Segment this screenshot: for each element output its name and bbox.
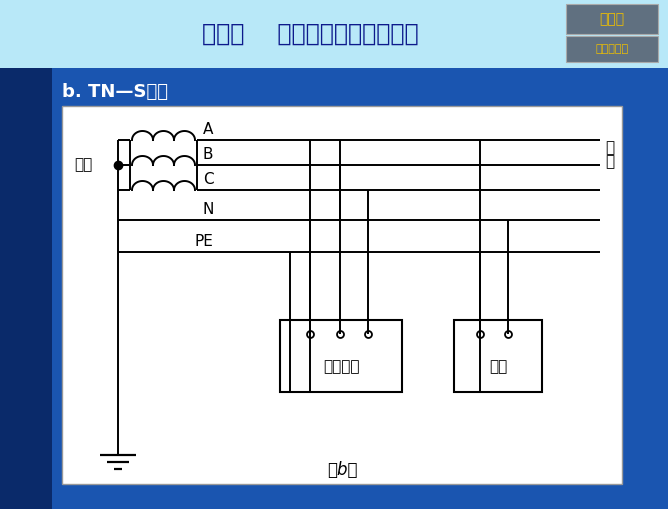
- Text: 第一节    建筑供配电系统的组成: 第一节 建筑供配电系统的组成: [202, 22, 418, 46]
- Text: C: C: [203, 172, 214, 187]
- Text: 负: 负: [605, 140, 614, 156]
- Text: B: B: [203, 147, 214, 162]
- Bar: [0, 68, 668, 509]
- Text: 荷: 荷: [605, 155, 614, 169]
- Bar: [0, 0, 668, 68]
- Bar: [566, 36, 658, 62]
- Bar: [280, 320, 402, 392]
- Bar: [62, 106, 622, 484]
- Text: 电源: 电源: [74, 157, 92, 173]
- Text: N: N: [203, 202, 214, 217]
- Bar: [0, 68, 52, 509]
- Text: （b）: （b）: [327, 461, 357, 479]
- Bar: [454, 320, 542, 392]
- Text: 本章总目录: 本章总目录: [595, 44, 629, 54]
- Text: 总目录: 总目录: [599, 12, 625, 26]
- Text: 三相设备: 三相设备: [323, 359, 359, 374]
- Text: 单相: 单相: [489, 359, 507, 374]
- Text: PE: PE: [195, 234, 214, 249]
- Text: b. TN—S系统: b. TN—S系统: [62, 83, 168, 101]
- Bar: [566, 4, 658, 34]
- Text: A: A: [203, 122, 213, 137]
